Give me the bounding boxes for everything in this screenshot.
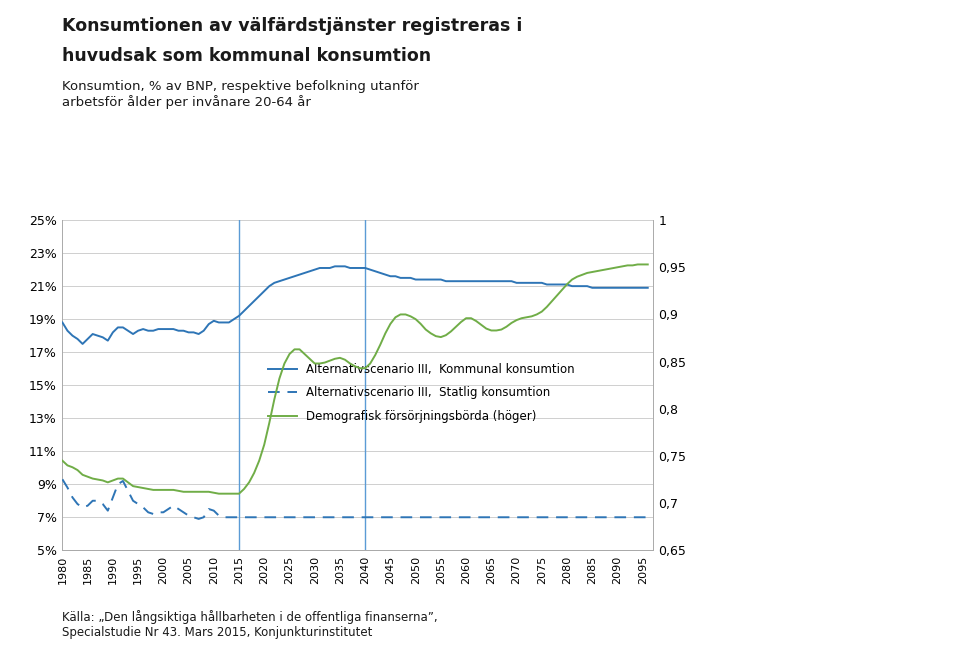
Text: huvudsak som kommunal konsumtion: huvudsak som kommunal konsumtion <box>62 47 432 65</box>
Text: Källa: „Den långsiktiga hållbarheten i de offentliga finanserna”,
Specialstudie : Källa: „Den långsiktiga hållbarheten i d… <box>62 610 438 639</box>
Legend: Alternativscenario III,  Kommunal konsumtion, Alternativscenario III,  Statlig k: Alternativscenario III, Kommunal konsumt… <box>263 358 579 428</box>
Text: Konsumtionen av välfärdstjänster registreras i: Konsumtionen av välfärdstjänster registr… <box>62 17 523 35</box>
Text: Konsumtion, % av BNP, respektive befolkning utanför
arbetsför ålder per invånare: Konsumtion, % av BNP, respektive befolkn… <box>62 80 420 109</box>
